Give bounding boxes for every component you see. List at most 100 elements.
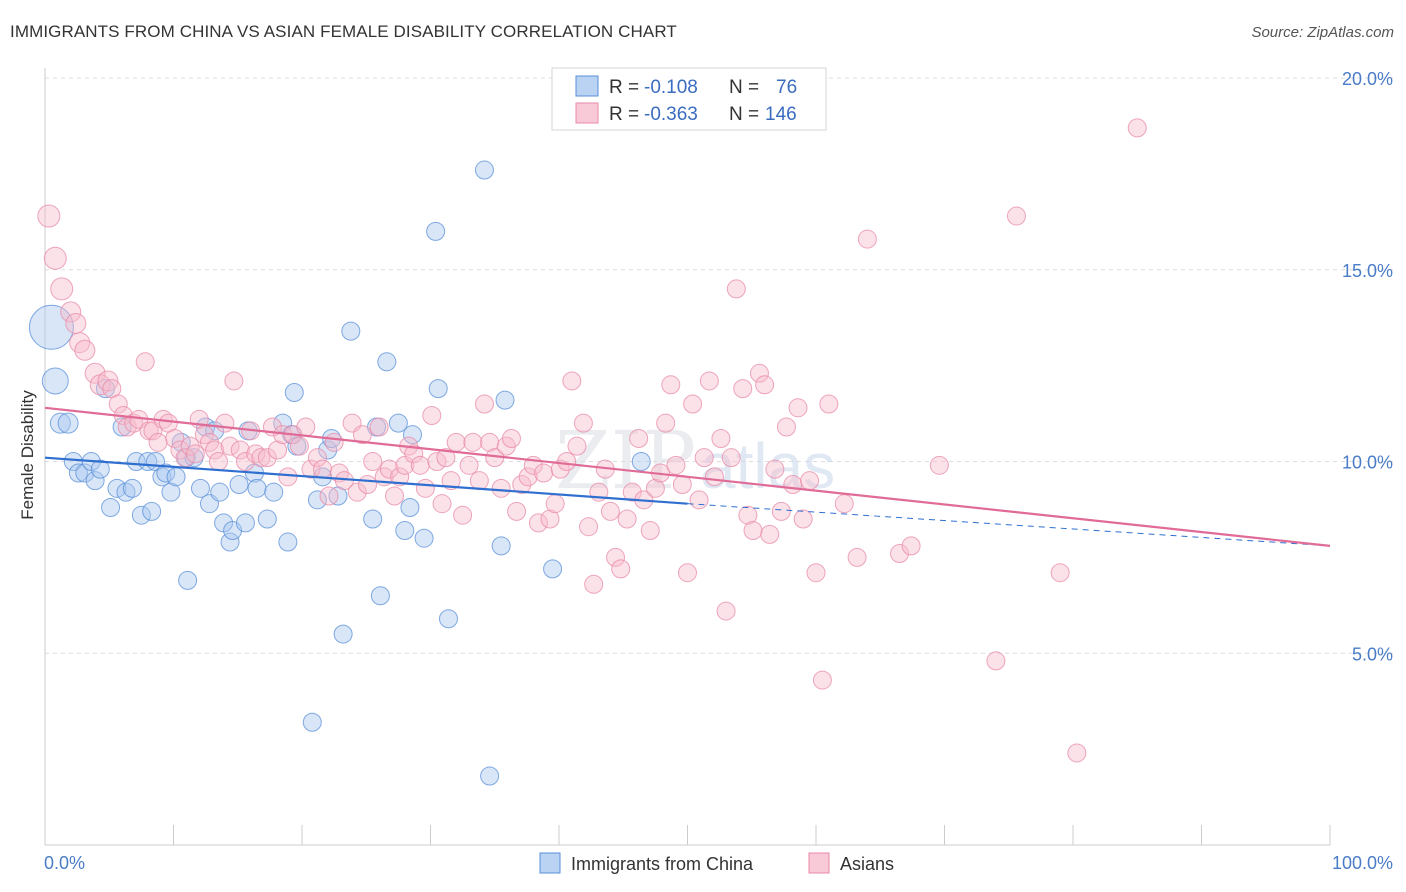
point-asians [50, 277, 74, 301]
point-asians [459, 455, 479, 475]
point-asians [584, 574, 604, 594]
point-asians [812, 670, 832, 690]
point-asians [453, 505, 473, 525]
point-asians [699, 371, 719, 391]
point-asians [765, 459, 785, 479]
point-asians [390, 467, 410, 487]
legend-swatch-china [575, 75, 599, 97]
point-asians [573, 413, 593, 433]
point-asians [716, 601, 736, 621]
legend-n-value-china: 76 [776, 77, 797, 98]
point-asians [446, 432, 466, 452]
point-asians [369, 417, 389, 437]
point-asians [246, 444, 266, 464]
point-asians [251, 448, 271, 468]
point-china [543, 559, 563, 579]
trend-line-china [44, 456, 688, 505]
chart-title: IMMIGRANTS FROM CHINA VS ASIAN FEMALE DI… [10, 22, 677, 41]
point-asians [432, 494, 452, 514]
point-asians [205, 440, 225, 460]
point-asians [749, 363, 769, 383]
point-asians [540, 509, 560, 529]
point-asians [148, 432, 168, 452]
point-china [152, 467, 172, 487]
point-asians [230, 440, 250, 460]
legend-r-label-asians: R = [609, 104, 639, 125]
point-asians [600, 501, 620, 521]
point-asians [84, 362, 106, 384]
point-asians [629, 428, 649, 448]
trend-lines [44, 406, 1331, 547]
point-asians [43, 246, 67, 270]
point-asians [579, 517, 599, 537]
point-china [85, 471, 105, 491]
legend-n-label-china: N = [729, 77, 759, 98]
point-asians [834, 494, 854, 514]
point-asians [694, 448, 714, 468]
point-asians [901, 536, 921, 556]
point-asians [224, 371, 244, 391]
point-asians [108, 394, 128, 414]
point-china [247, 478, 267, 498]
point-asians [379, 459, 399, 479]
point-asians [733, 379, 753, 399]
point-asians [622, 482, 642, 502]
point-asians [666, 455, 686, 475]
point-china [264, 482, 284, 502]
point-asians [185, 444, 205, 464]
point-china [28, 304, 74, 350]
point-asians [415, 478, 435, 498]
point-china [142, 501, 162, 521]
point-china [426, 221, 446, 241]
point-china [403, 425, 423, 445]
point-china [428, 379, 448, 399]
point-asians [165, 428, 185, 448]
point-china [395, 521, 415, 541]
point-asians [358, 475, 378, 495]
point-asians [857, 229, 877, 249]
point-china [257, 509, 277, 529]
point-asians [929, 455, 949, 475]
y-axis-title: Female Disability [18, 390, 37, 520]
point-asians [474, 394, 494, 414]
point-asians [721, 448, 741, 468]
point-asians [347, 482, 367, 502]
point-asians [60, 301, 82, 323]
point-china [229, 475, 249, 495]
y-tick-label: 20.0% [1342, 69, 1393, 89]
bottom-legend-label-asians: Asians [840, 854, 894, 874]
point-asians [512, 475, 532, 495]
point-asians [617, 509, 637, 529]
point-china [495, 390, 515, 410]
point-asians [711, 428, 731, 448]
point-asians [268, 440, 288, 460]
point-asians [788, 398, 808, 418]
trend-line-asians [44, 406, 1331, 547]
point-asians [278, 467, 298, 487]
point-asians [441, 471, 461, 491]
legend: R = -0.108 N = 76 R = -0.363 N = 146 [551, 67, 827, 131]
point-asians [313, 459, 333, 479]
point-asians [771, 501, 791, 521]
point-asians [1050, 563, 1070, 583]
point-china [400, 498, 420, 518]
point-asians [606, 547, 626, 567]
bottom-legend-swatch-asians [808, 852, 830, 874]
point-china [341, 321, 361, 341]
point-asians [436, 448, 456, 468]
point-china [41, 367, 69, 395]
point-china [90, 459, 110, 479]
point-asians [562, 371, 582, 391]
point-asians [738, 505, 758, 525]
point-china [631, 452, 651, 471]
x-tick-label-max: 100.0% [1332, 853, 1393, 873]
point-asians [220, 436, 240, 456]
point-china [161, 482, 181, 502]
point-asians [689, 490, 709, 510]
point-asians [890, 544, 910, 564]
point-asians [135, 352, 155, 372]
data-points [28, 118, 1147, 786]
point-china [131, 505, 151, 525]
point-asians [760, 524, 780, 544]
